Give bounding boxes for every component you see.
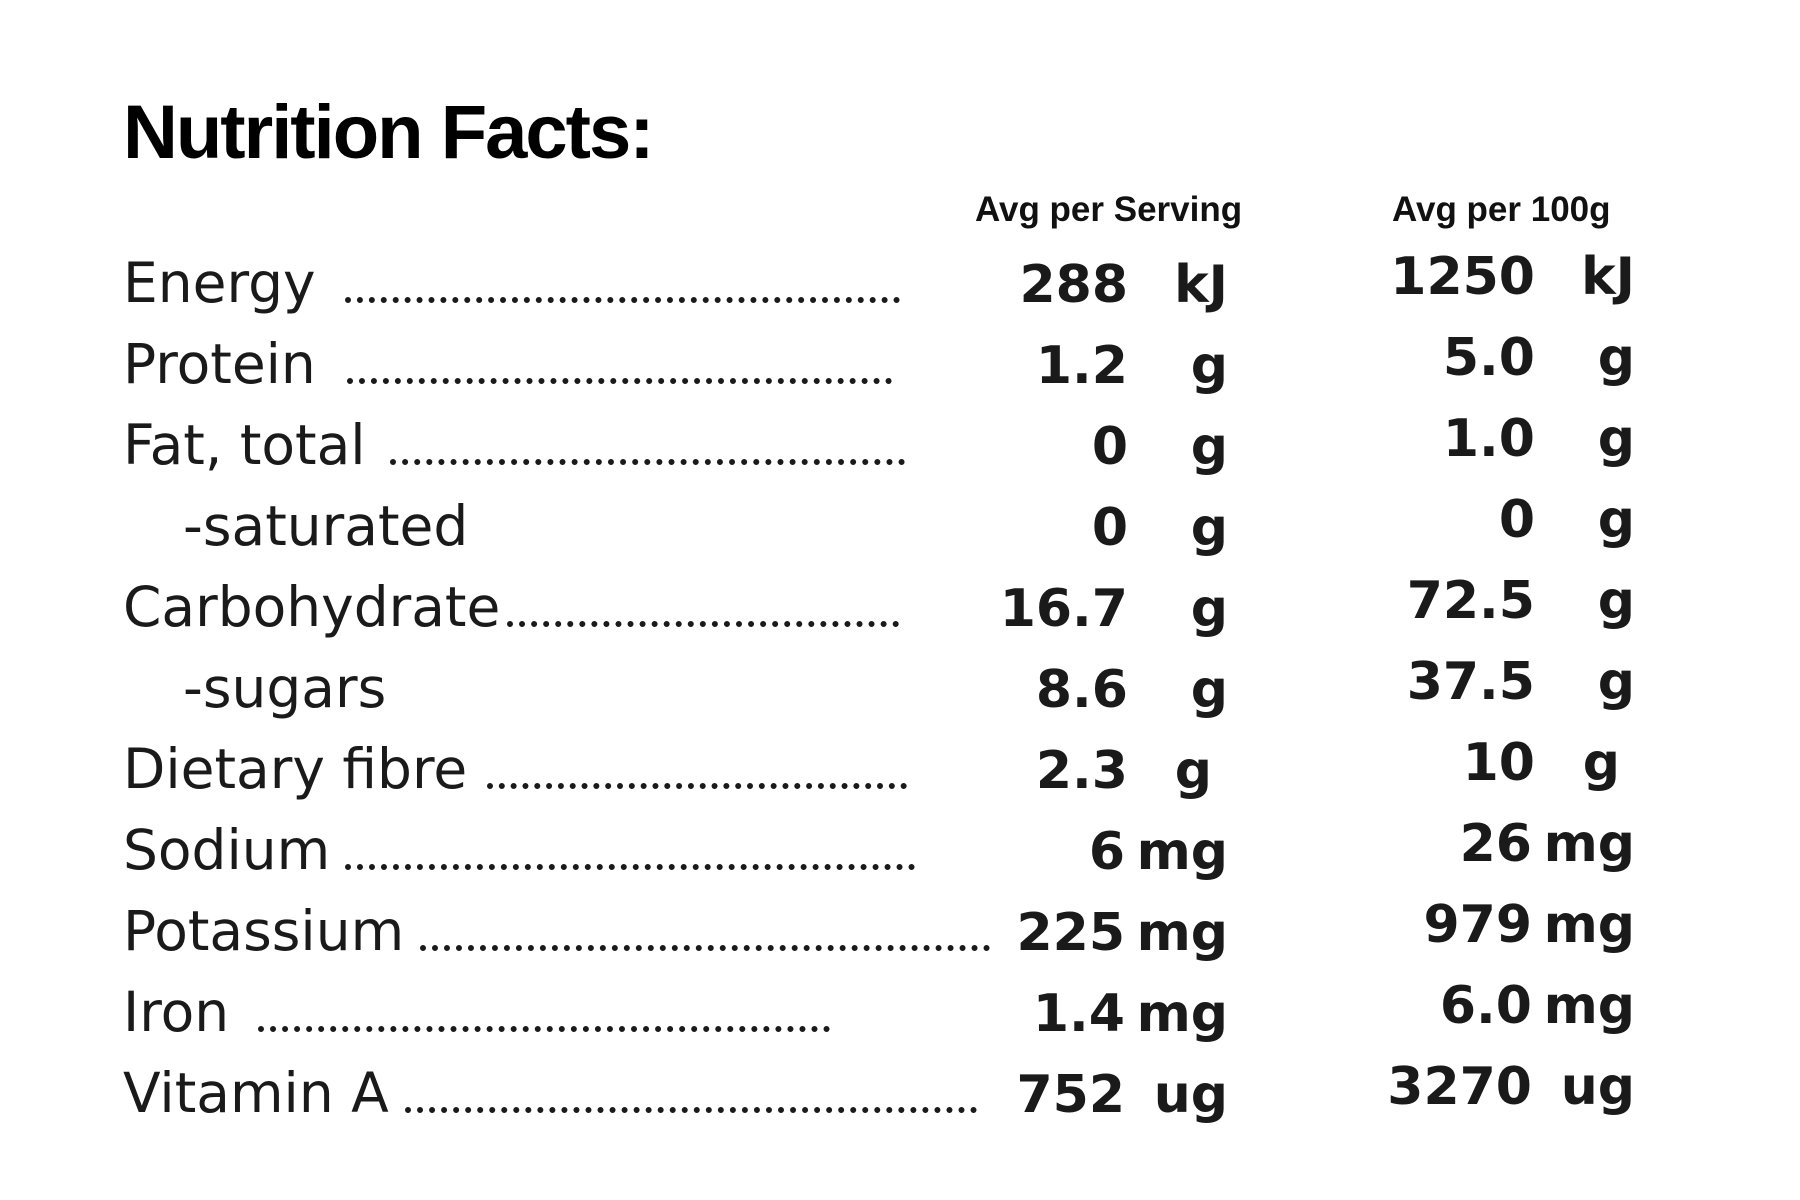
per100-unit: g — [1597, 571, 1635, 631]
per100-value: 1.0 — [1442, 409, 1535, 469]
serving-value: 225 — [1016, 903, 1125, 963]
serving-unit: g — [1174, 741, 1212, 801]
serving-unit: mg — [1136, 903, 1228, 963]
nutrient-row-potassium: Potassium 225 mg 979 mg — [0, 895, 1800, 973]
per100-unit: g — [1597, 409, 1635, 469]
serving-unit: mg — [1136, 984, 1228, 1044]
nutrient-row-fat-total: Fat, total 0 g 1.0 g — [0, 409, 1800, 487]
dot-leader — [345, 864, 915, 870]
nutrient-row-vitamin-a: Vitamin A 752 ug 3270 ug — [0, 1057, 1800, 1135]
nutrient-label: Energy — [123, 251, 316, 315]
nutrient-label: Vitamin A — [123, 1061, 389, 1125]
column-header-serving: Avg per Serving — [975, 190, 1243, 229]
per100-value: 3270 — [1387, 1057, 1532, 1117]
nutrient-row-energy: Energy 288 kJ 1250 kJ — [0, 247, 1800, 325]
per100-unit: mg — [1543, 976, 1635, 1036]
serving-value: 0 — [1091, 498, 1128, 558]
per100-unit: g — [1597, 490, 1635, 550]
serving-unit: g — [1190, 660, 1228, 720]
serving-value: 752 — [1016, 1065, 1125, 1125]
per100-value: 6.0 — [1439, 976, 1532, 1036]
nutrient-row-sugars: -sugars 8.6 g 37.5 g — [0, 652, 1800, 730]
per100-value: 5.0 — [1442, 328, 1535, 388]
dot-leader — [347, 378, 892, 384]
serving-value: 8.6 — [1035, 660, 1128, 720]
column-header-per-100g: Avg per 100g — [1392, 190, 1611, 229]
per100-unit: g — [1597, 652, 1635, 712]
serving-value: 1.4 — [1032, 984, 1125, 1044]
serving-value: 0 — [1091, 417, 1128, 477]
nutrient-row-dietary-fibre: Dietary fibre 2.3 g 10 g — [0, 733, 1800, 811]
nutrient-row-iron: Iron 1.4 mg 6.0 mg — [0, 976, 1800, 1054]
dot-leader — [507, 621, 899, 627]
per100-unit: mg — [1543, 814, 1635, 874]
page-title: Nutrition Facts: — [123, 90, 655, 175]
serving-unit: ug — [1153, 1065, 1228, 1125]
per100-unit: g — [1582, 733, 1620, 793]
nutrient-label: Sodium — [123, 818, 331, 882]
dot-leader — [420, 945, 990, 951]
nutrient-label: -sugars — [183, 656, 387, 720]
nutrient-label: Fat, total — [123, 413, 366, 477]
per100-value: 1250 — [1390, 247, 1535, 307]
nutrient-row-sodium: Sodium 6 mg 26 mg — [0, 814, 1800, 892]
serving-value: 16.7 — [999, 579, 1128, 639]
per100-unit: ug — [1560, 1057, 1635, 1117]
dot-leader — [345, 297, 900, 303]
per100-value: 72.5 — [1406, 571, 1535, 631]
serving-unit: g — [1190, 498, 1228, 558]
nutrient-label: Protein — [123, 332, 316, 396]
per100-unit: kJ — [1581, 247, 1635, 307]
per100-value: 0 — [1498, 490, 1535, 550]
nutrient-label: Iron — [123, 980, 230, 1044]
nutrient-row-protein: Protein 1.2 g 5.0 g — [0, 328, 1800, 406]
serving-unit: mg — [1136, 822, 1228, 882]
dot-leader — [258, 1026, 830, 1032]
per100-value: 26 — [1459, 814, 1532, 874]
serving-unit: g — [1190, 336, 1228, 396]
nutrient-label: -saturated — [183, 494, 469, 558]
serving-unit: g — [1190, 417, 1228, 477]
per100-value: 37.5 — [1406, 652, 1535, 712]
per100-value: 979 — [1423, 895, 1532, 955]
serving-unit: g — [1190, 579, 1228, 639]
serving-value: 2.3 — [1035, 741, 1128, 801]
serving-value: 288 — [1019, 255, 1128, 315]
serving-value: 6 — [1088, 822, 1125, 882]
dot-leader — [390, 459, 905, 465]
per100-unit: g — [1597, 328, 1635, 388]
nutrient-label: Carbohydrate — [123, 575, 501, 639]
per100-value: 10 — [1462, 733, 1535, 793]
per100-unit: mg — [1543, 895, 1635, 955]
serving-value: 1.2 — [1035, 336, 1128, 396]
dot-leader — [487, 783, 907, 789]
nutrient-row-carbohydrate: Carbohydrate 16.7 g 72.5 g — [0, 571, 1800, 649]
serving-unit: kJ — [1174, 255, 1228, 315]
nutrient-label: Potassium — [123, 899, 405, 963]
nutrient-label: Dietary fibre — [123, 737, 468, 801]
nutrient-row-saturated: -saturated 0 g 0 g — [0, 490, 1800, 568]
dot-leader — [405, 1107, 977, 1113]
